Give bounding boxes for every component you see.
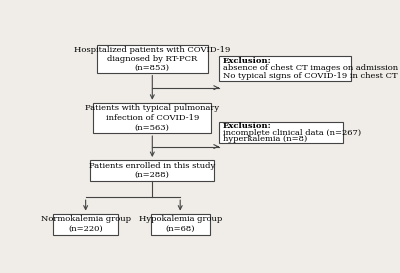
FancyBboxPatch shape bbox=[96, 45, 208, 73]
Text: Patients enrolled in this study: Patients enrolled in this study bbox=[89, 162, 216, 170]
FancyBboxPatch shape bbox=[219, 57, 351, 81]
Text: Normokalemia group: Normokalemia group bbox=[41, 215, 131, 223]
Text: infection of COVID-19: infection of COVID-19 bbox=[106, 114, 199, 122]
Text: diagnosed by RT-PCR: diagnosed by RT-PCR bbox=[107, 55, 198, 63]
FancyBboxPatch shape bbox=[53, 213, 118, 235]
Text: (n=563): (n=563) bbox=[135, 123, 170, 131]
FancyBboxPatch shape bbox=[151, 213, 210, 235]
Text: absence of chest CT images on admission (n=278): absence of chest CT images on admission … bbox=[223, 64, 400, 73]
Text: Hypokalemia group: Hypokalemia group bbox=[138, 215, 222, 223]
Text: hyperkalemia (n=8): hyperkalemia (n=8) bbox=[223, 135, 307, 143]
Text: Hospitalized patients with COVID-19: Hospitalized patients with COVID-19 bbox=[74, 46, 230, 55]
FancyBboxPatch shape bbox=[90, 160, 214, 181]
FancyBboxPatch shape bbox=[219, 122, 343, 143]
Text: Exclusion:: Exclusion: bbox=[223, 122, 272, 130]
Text: incomplete clinical data (n=267): incomplete clinical data (n=267) bbox=[223, 129, 361, 136]
Text: No typical signs of COVID-19 in chest CT (n=12): No typical signs of COVID-19 in chest CT… bbox=[223, 72, 400, 80]
FancyBboxPatch shape bbox=[94, 103, 211, 133]
Text: Patients with typical pulmonary: Patients with typical pulmonary bbox=[85, 104, 219, 112]
Text: (n=288): (n=288) bbox=[135, 171, 170, 179]
Text: (n=853): (n=853) bbox=[135, 64, 170, 72]
Text: (n=68): (n=68) bbox=[166, 225, 195, 233]
Text: Exclusion:: Exclusion: bbox=[223, 57, 272, 65]
Text: (n=220): (n=220) bbox=[68, 225, 103, 233]
